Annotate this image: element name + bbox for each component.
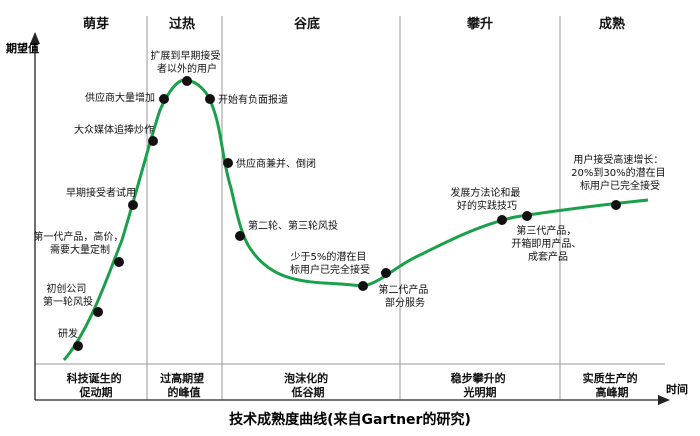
band-label-trough: 泡沫化的 低谷期	[284, 371, 332, 399]
band-label-innovation: 科技诞生的 促动期	[67, 371, 126, 399]
milestone-dot	[182, 76, 192, 86]
milestone-dot	[114, 257, 124, 267]
annotation-label: 第一代产品，高价， 需要大量定制	[33, 230, 126, 256]
phase-label-peak: 过热	[169, 16, 195, 32]
milestone-dot	[381, 268, 391, 278]
phase-label-innovation: 萌芽	[83, 16, 109, 32]
milestone-dot	[497, 215, 507, 225]
annotation-label: 大众媒体追捧炒作	[74, 123, 154, 136]
phase-headers: 萌芽 过热 谷底 攀升 成熟	[83, 16, 625, 32]
milestone-dot	[148, 136, 158, 146]
milestone-dot	[611, 200, 621, 210]
x-axis-label: 时间	[666, 382, 688, 396]
milestone-dot	[159, 94, 169, 104]
annotation-label: 第二轮、第三轮风投	[248, 219, 338, 232]
annotations: 研发 初创公司 第一轮风投 第一代产品，高价， 需要大量定制 早期接受者试用 大…	[33, 49, 669, 340]
band-label-plateau: 实质生产的 高峰期	[583, 371, 642, 399]
annotation-label: 早期接受者试用	[66, 186, 136, 199]
milestone-dot	[73, 341, 83, 351]
phase-label-trough: 谷底	[294, 16, 320, 32]
annotation-label: 发展方法论和最 好的实践技巧	[450, 186, 523, 212]
axes: 期望值 时间	[6, 32, 688, 405]
annotation-label: 供应商兼并、倒闭	[236, 157, 316, 170]
annotation-label: 扩展到早期接受 者以外的用户	[150, 49, 223, 75]
y-axis-arrow-icon	[30, 32, 40, 44]
annotation-label: 第三代产品， 开箱即用产品、 成套产品	[511, 224, 584, 263]
diagram-title: 技术成熟度曲线(来自Gartner的研究)	[229, 411, 471, 428]
hype-curve	[62, 78, 649, 361]
annotation-label: 第二代产品 部分服务	[378, 283, 431, 309]
milestone-dot	[93, 307, 103, 317]
annotation-label: 研发	[58, 327, 78, 340]
x-axis-arrow-icon	[658, 395, 670, 405]
milestone-dots	[73, 76, 621, 351]
milestone-dot	[522, 211, 532, 221]
annotation-label: 少于5%的潜在目 标用户已完全接受	[290, 250, 370, 276]
annotation-label: 初创公司 第一轮风投	[43, 282, 93, 308]
band-labels: 科技诞生的 促动期 过高期望 的峰值 泡沫化的 低谷期 稳步攀升的 光明期 实质…	[67, 371, 642, 399]
annotation-label: 供应商大量增加	[85, 91, 155, 104]
phase-label-plateau: 成熟	[599, 16, 625, 32]
milestone-dot	[223, 158, 233, 168]
phase-dividers	[35, 16, 665, 400]
band-label-peak: 过高期望 的峰值	[160, 371, 208, 399]
phase-label-slope: 攀升	[466, 16, 493, 32]
milestone-dot	[358, 281, 368, 291]
milestone-dot	[235, 231, 245, 241]
milestone-dot	[205, 94, 215, 104]
annotation-label: 开始有负面报道	[218, 93, 288, 106]
y-axis-label: 期望值	[6, 41, 39, 55]
annotation-label: 用户接受高速增长： 20%到30%的潜在目 标用户已完全接受	[571, 153, 669, 192]
band-label-slope: 稳步攀升的 光明期	[451, 371, 510, 399]
milestone-dot	[128, 200, 138, 210]
